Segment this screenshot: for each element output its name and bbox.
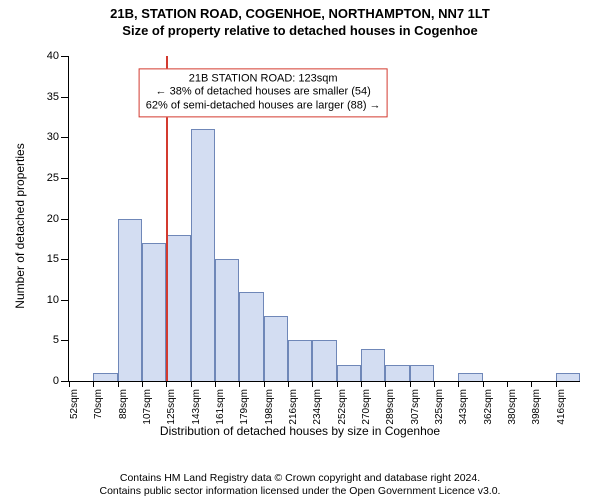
x-tick-label: 343sqm <box>458 389 469 425</box>
x-tick-label: 252sqm <box>337 389 348 425</box>
chart-container: 21B, STATION ROAD, COGENHOE, NORTHAMPTON… <box>0 0 600 500</box>
x-tick-label: 216sqm <box>288 389 299 425</box>
histogram-bar <box>361 349 385 382</box>
y-tick-label: 0 <box>53 375 69 387</box>
x-tick <box>385 381 386 387</box>
histogram-bar <box>312 340 336 381</box>
x-tick-label: 179sqm <box>239 389 250 425</box>
histogram-bar <box>288 340 312 381</box>
footer-line-2: Contains public sector information licen… <box>0 485 600 498</box>
x-tick-label: 88sqm <box>118 389 129 419</box>
histogram-bar <box>166 235 190 381</box>
histogram-bar <box>458 373 482 381</box>
footer-attribution: Contains HM Land Registry data © Crown c… <box>0 472 600 498</box>
x-tick <box>239 381 240 387</box>
y-tick-label: 10 <box>47 294 69 306</box>
x-tick-label: 289sqm <box>385 389 396 425</box>
histogram-bar <box>385 365 409 381</box>
histogram-bar <box>215 259 239 381</box>
y-tick-label: 15 <box>47 253 69 265</box>
x-tick-label: 161sqm <box>215 389 226 425</box>
histogram-bar <box>337 365 361 381</box>
x-tick <box>410 381 411 387</box>
histogram-bar <box>191 129 215 381</box>
title-line-1: 21B, STATION ROAD, COGENHOE, NORTHAMPTON… <box>0 6 600 23</box>
x-tick-label: 70sqm <box>93 389 104 419</box>
x-tick <box>118 381 119 387</box>
annotation-line: 62% of semi-detached houses are larger (… <box>146 99 381 113</box>
x-tick-label: 325sqm <box>434 389 445 425</box>
x-tick-label: 198sqm <box>264 389 275 425</box>
x-tick <box>93 381 94 387</box>
x-tick <box>264 381 265 387</box>
x-tick <box>483 381 484 387</box>
annotation-line: 21B STATION ROAD: 123sqm <box>146 72 381 86</box>
histogram-bar <box>556 373 580 381</box>
x-axis-label: Distribution of detached houses by size … <box>0 424 600 438</box>
title-line-2: Size of property relative to detached ho… <box>0 23 600 40</box>
x-tick-label: 398sqm <box>531 389 542 425</box>
y-tick-label: 20 <box>47 213 69 225</box>
histogram-bar <box>93 373 117 381</box>
x-tick-label: 362sqm <box>483 389 494 425</box>
x-tick-label: 416sqm <box>556 389 567 425</box>
histogram-bar <box>118 219 142 382</box>
x-tick <box>458 381 459 387</box>
x-tick <box>531 381 532 387</box>
x-tick <box>215 381 216 387</box>
y-tick-label: 25 <box>47 172 69 184</box>
x-tick-label: 270sqm <box>361 389 372 425</box>
x-tick-label: 107sqm <box>142 389 153 425</box>
x-tick <box>191 381 192 387</box>
x-tick <box>142 381 143 387</box>
x-tick <box>434 381 435 387</box>
x-tick-label: 125sqm <box>166 389 177 425</box>
y-axis-label: Number of detached properties <box>13 143 27 308</box>
x-tick <box>69 381 70 387</box>
x-tick-label: 307sqm <box>410 389 421 425</box>
x-tick <box>288 381 289 387</box>
x-tick-label: 380sqm <box>507 389 518 425</box>
x-tick <box>337 381 338 387</box>
plot-area: 051015202530354052sqm70sqm88sqm107sqm125… <box>68 56 580 382</box>
x-tick <box>361 381 362 387</box>
histogram-bar <box>142 243 166 381</box>
y-tick-label: 35 <box>47 91 69 103</box>
y-tick-label: 30 <box>47 131 69 143</box>
x-tick-label: 234sqm <box>312 389 323 425</box>
y-tick-label: 5 <box>53 334 69 346</box>
histogram-bar <box>264 316 288 381</box>
titles-block: 21B, STATION ROAD, COGENHOE, NORTHAMPTON… <box>0 0 600 40</box>
x-tick <box>507 381 508 387</box>
chart-wrap: Number of detached properties 0510152025… <box>0 48 600 440</box>
histogram-bar <box>239 292 263 381</box>
x-tick <box>312 381 313 387</box>
x-tick-label: 143sqm <box>191 389 202 425</box>
y-tick-label: 40 <box>47 50 69 62</box>
x-tick <box>556 381 557 387</box>
histogram-bar <box>410 365 434 381</box>
annotation-box: 21B STATION ROAD: 123sqm← 38% of detache… <box>139 68 388 117</box>
annotation-line: ← 38% of detached houses are smaller (54… <box>146 86 381 100</box>
footer-line-1: Contains HM Land Registry data © Crown c… <box>0 472 600 485</box>
x-tick-label: 52sqm <box>69 389 80 419</box>
x-tick <box>166 381 167 387</box>
